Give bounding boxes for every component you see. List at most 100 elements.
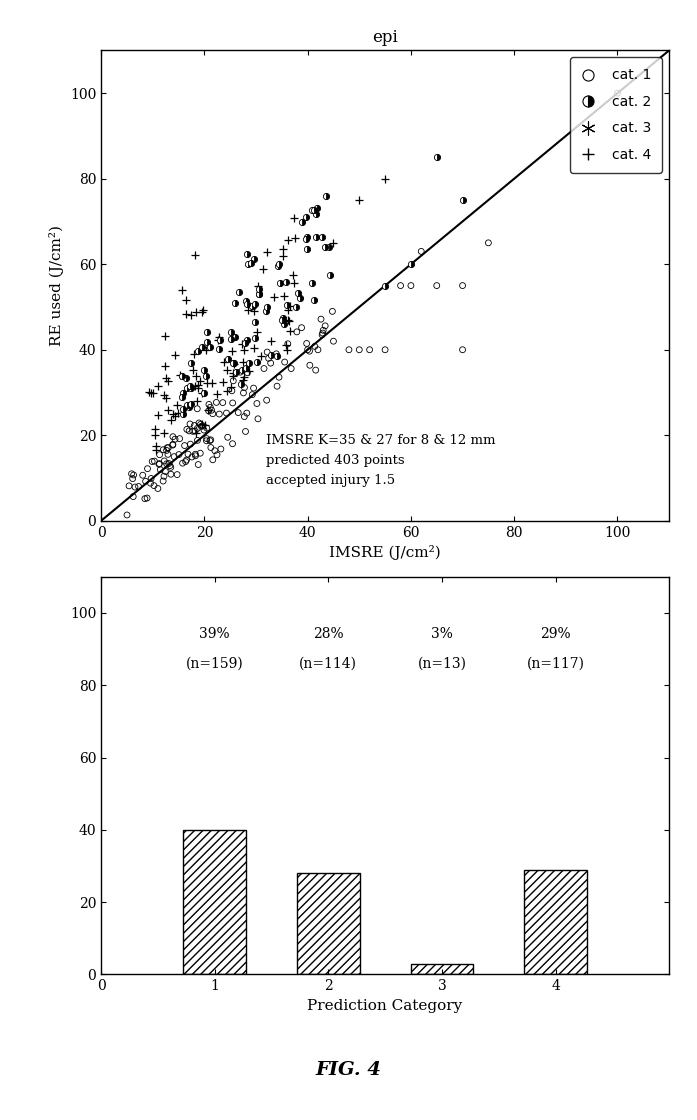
Point [290,228,301,246]
Point [211,446,222,464]
Point [286,360,297,377]
Point [202,401,213,419]
Point [457,277,468,295]
Point [249,339,260,357]
Point [174,430,185,448]
Point [233,403,244,421]
Point [143,383,154,401]
Point [227,382,238,400]
Point [261,391,273,409]
Point [167,436,178,454]
Point [174,446,185,464]
X-axis label: Prediction Category: Prediction Category [307,999,463,1012]
Point [146,384,157,402]
Point [217,373,228,391]
Point [194,445,206,463]
Point [158,385,169,403]
Point [179,437,190,455]
Point [167,436,178,454]
Point [196,416,207,433]
Point [158,441,169,459]
Point [149,420,160,438]
Point [259,360,270,377]
Point [207,404,218,422]
Point [201,419,213,437]
Point [189,417,200,435]
Point [204,395,215,413]
Point [289,209,300,227]
Point [161,441,172,459]
Point [327,302,338,320]
Point [186,448,197,466]
Point [221,361,232,379]
Point [160,327,171,345]
Point [127,469,138,487]
Point [431,277,443,295]
Point [187,422,199,440]
Bar [183,830,246,974]
Point [364,340,375,358]
Point [133,477,144,495]
Point [212,332,223,349]
Point [415,242,427,260]
Point [162,446,174,464]
Point [228,372,239,390]
Point [146,469,157,487]
Point [192,420,203,438]
Point [154,455,165,473]
Point [310,361,321,379]
Text: 39%: 39% [199,627,230,642]
Point [159,452,170,470]
Point [353,246,365,264]
Point [256,347,267,365]
Point [165,465,176,483]
Point [194,372,206,390]
Point [266,332,277,349]
Point [320,317,331,335]
Point [139,489,151,507]
Point [177,281,188,299]
Point [190,447,201,465]
Point [263,349,274,367]
Point [225,377,236,395]
Legend: cat. 1, cat. 2, cat. 3, cat. 4: cat. 1, cat. 2, cat. 3, cat. 4 [570,57,662,174]
Point [291,323,302,340]
Point [312,340,323,358]
Point [247,385,258,403]
Point [248,380,259,398]
Point [153,407,164,424]
Point [328,234,339,252]
Point [197,417,208,435]
Point [227,394,238,412]
Point [210,393,222,411]
Point [214,405,225,423]
Point [261,307,272,325]
Point [180,452,191,470]
Point [282,301,293,319]
Point [154,446,165,464]
Point [196,418,207,436]
Point [282,342,293,360]
Point [123,477,135,495]
Point [316,326,328,344]
Point [228,367,239,385]
Point [200,416,211,433]
Point [181,291,192,309]
Point [162,439,173,457]
Point [205,399,216,417]
Point [206,401,217,419]
Point [159,424,170,442]
Point [188,345,199,363]
Point [238,368,250,386]
Point [457,340,468,358]
Point [163,439,174,457]
Point [302,277,313,295]
Point [171,396,183,414]
Point [160,463,171,480]
Point [172,404,183,422]
Point [282,310,293,328]
Point [161,455,172,473]
Point [167,428,178,446]
Point [282,335,293,353]
Point [252,394,263,412]
